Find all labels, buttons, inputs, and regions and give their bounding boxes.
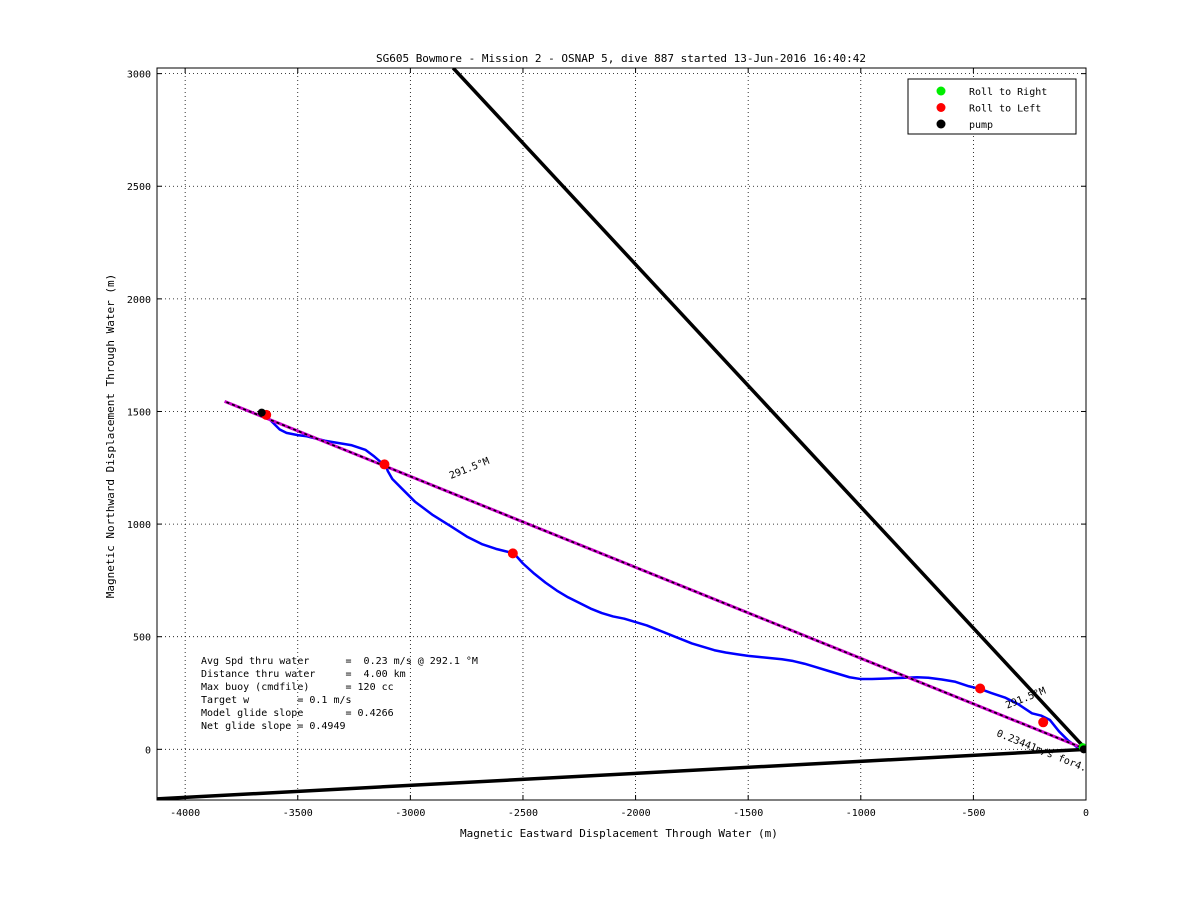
x-tick-label: -1500: [733, 808, 763, 819]
roll-left-marker: [507, 548, 518, 559]
x-tick-label: -3500: [283, 808, 313, 819]
heading-line-dash: [224, 400, 1086, 751]
legend-label: Roll to Right: [969, 87, 1047, 98]
x-tick-label: -2000: [621, 808, 651, 819]
legend-marker: [936, 119, 946, 129]
y-tick-label: 1000: [127, 520, 151, 531]
x-axis-label: Magnetic Eastward Displacement Through W…: [460, 827, 778, 840]
stats-box: Avg Spd thru water = 0.23 m/s @ 292.1 °M…: [201, 656, 478, 732]
x-tick-label: -500: [961, 808, 985, 819]
roll-left-marker: [379, 459, 390, 470]
roll-left-marker: [975, 683, 986, 694]
annotation-label: 291.5°M: [448, 456, 491, 482]
legend-label: Roll to Left: [969, 104, 1041, 115]
legend-marker: [936, 86, 946, 96]
ticks: -4000 -3500 -3000 -2500 -2000 -1500 -1000 -500 0…: [127, 68, 1089, 819]
x-tick-label: -4000: [170, 808, 200, 819]
legend-marker: [936, 103, 946, 112]
legend-label: pump: [969, 120, 993, 131]
y-axis-label: Magnetic Northward Displacement Through …: [104, 274, 117, 599]
y-tick-label: 1500: [127, 407, 151, 418]
y-tick-label: 2500: [127, 182, 151, 193]
y-tick-label: 500: [133, 633, 151, 644]
x-tick-label: 0: [1083, 808, 1089, 819]
axes-frame: [156, 67, 1087, 801]
track-line: [260, 411, 1086, 750]
legend-box: [907, 78, 1077, 135]
y-tick-label: 3000: [127, 70, 151, 81]
stat-line: Avg Spd thru water = 0.23 m/s @ 292.1 °M: [201, 656, 478, 667]
y-tick-label: 0: [145, 745, 151, 756]
boundary-line: [451, 68, 1086, 751]
stat-line: Distance thru water = 4.00 km: [201, 669, 406, 680]
stat-line: Target w = 0.1 m/s: [201, 695, 352, 706]
x-tick-label: -1000: [846, 808, 876, 819]
grid: [157, 68, 1087, 800]
x-tick-label: -2500: [508, 808, 538, 819]
boundary-line: [157, 747, 1086, 800]
roll-left-marker: [1038, 717, 1049, 728]
y-tick-label: 2000: [127, 295, 151, 306]
pump-marker: [257, 408, 266, 417]
stat-line: Net glide slope = 0.4949: [201, 721, 346, 732]
stat-line: Model glide slope = 0.4266: [201, 708, 394, 719]
chart-title: SG605 Bowmore - Mission 2 - OSNAP 5, div…: [376, 52, 866, 65]
x-tick-label: -3000: [395, 808, 425, 819]
legend: Roll to Right Roll to Left pump: [907, 78, 1077, 135]
stat-line: Max buoy (cmdfile) = 120 cc: [201, 682, 394, 693]
